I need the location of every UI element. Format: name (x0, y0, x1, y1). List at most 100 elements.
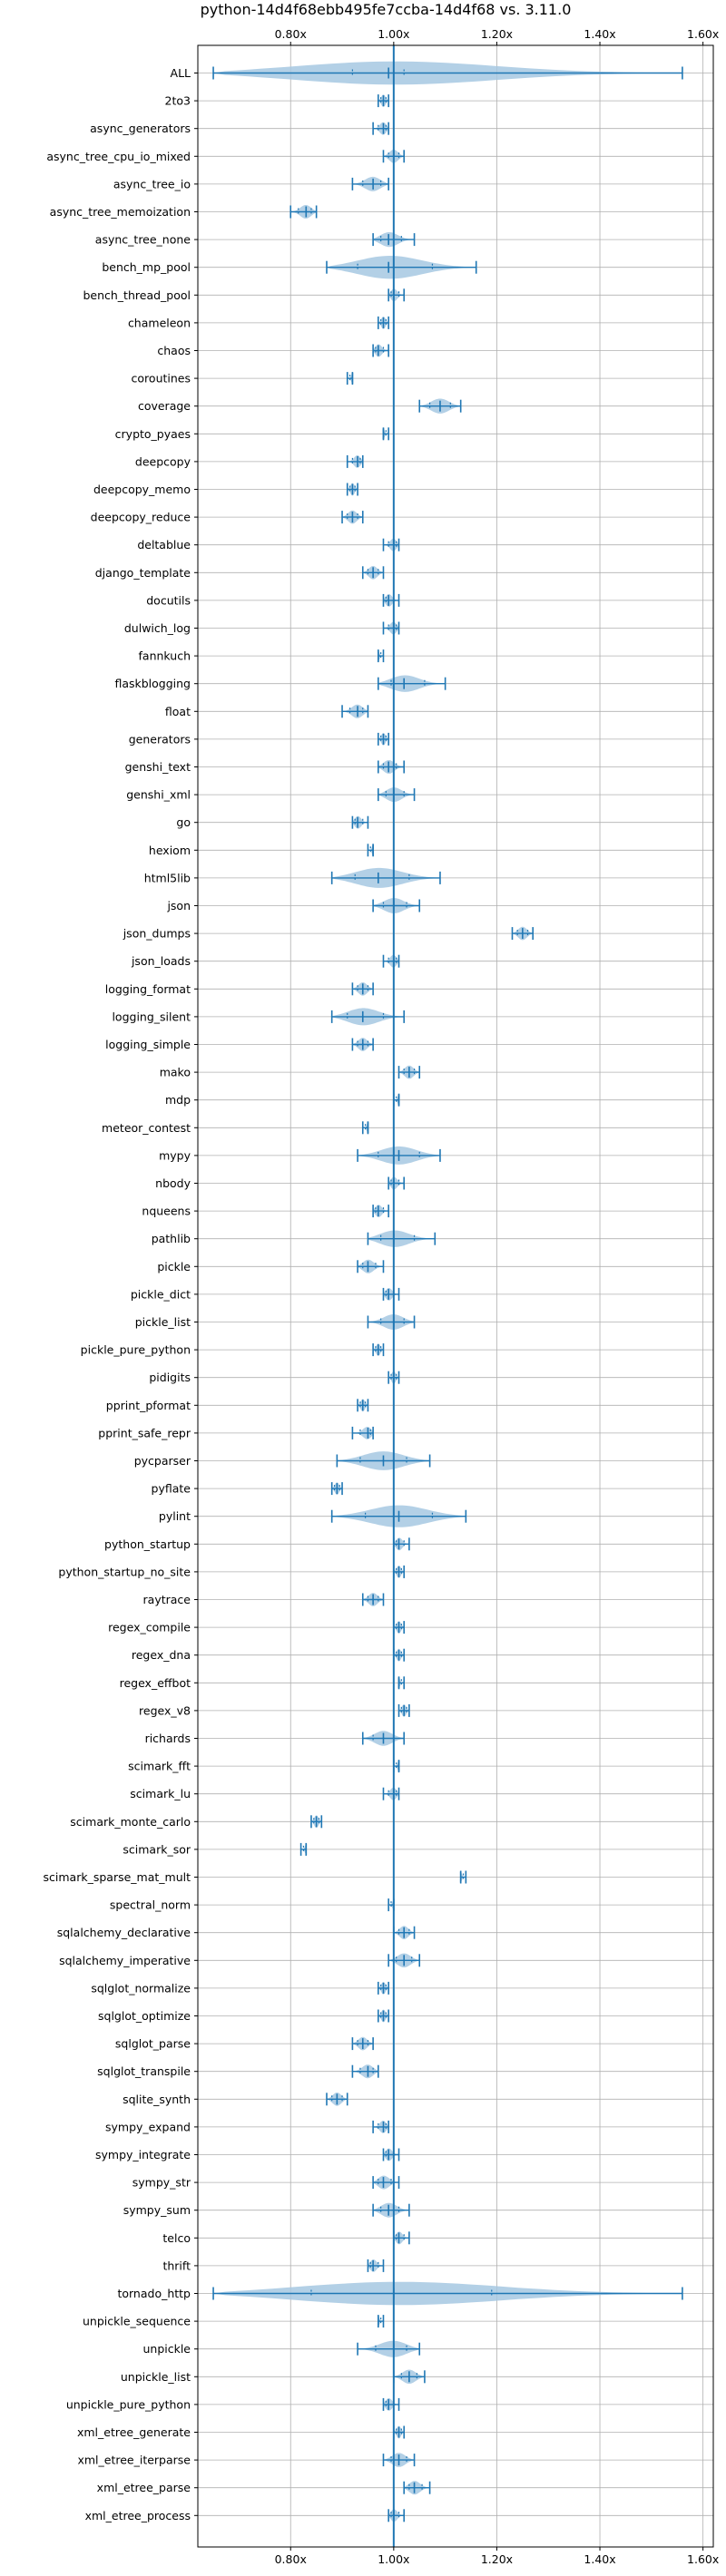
benchmark-label: sympy_expand (105, 2120, 191, 2133)
x-tick-label-bottom: 1.00x (378, 2552, 409, 2566)
chart-title: python-14d4f68ebb495fe7ccba-14d4f68 vs. … (201, 1, 572, 18)
benchmark-label: pprint_safe_repr (98, 1426, 191, 1439)
benchmark-label: genshi_xml (126, 788, 191, 802)
benchmark-label: go (176, 815, 191, 829)
benchmark-label: coverage (138, 399, 191, 413)
benchmark-label: bench_mp_pool (102, 260, 191, 274)
benchmark-label: bench_thread_pool (83, 288, 191, 302)
benchmark-label: thrift (162, 2259, 191, 2272)
benchmark-label: unpickle_list (121, 2370, 191, 2384)
plot-area-frame (197, 44, 714, 2548)
x-tick-label-bottom: 0.80x (275, 2552, 307, 2566)
benchmark-label: scimark_sor (123, 1842, 191, 1856)
benchmark-label: pickle (157, 1260, 191, 1273)
benchmark-label: hexiom (149, 844, 191, 857)
benchmark-label: unpickle_sequence (83, 2315, 191, 2328)
benchmark-label: docutils (146, 593, 191, 607)
benchmark-label: pprint_pformat (106, 1399, 191, 1412)
benchmark-label: 2to3 (165, 94, 191, 108)
benchmark-label: deltablue (137, 538, 191, 551)
benchmark-label: deepcopy_reduce (91, 511, 191, 524)
benchmark-label: nbody (155, 1176, 191, 1190)
benchmark-label: fannkuch (139, 649, 191, 663)
x-tick-label-bottom: 1.60x (687, 2552, 719, 2566)
x-tick-label-top: 1.40x (584, 27, 615, 41)
benchmark-label: regex_v8 (139, 1703, 191, 1717)
benchmark-label: genshi_text (125, 760, 191, 774)
benchmark-label: chaos (157, 344, 191, 357)
benchmark-label: json_loads (131, 954, 191, 968)
benchmark-label: mdp (165, 1093, 191, 1107)
benchmark-label: dulwich_log (124, 621, 191, 635)
benchmark-label: logging_format (105, 982, 191, 996)
x-tick-label-top: 1.00x (378, 27, 409, 41)
benchmark-label: spectral_norm (110, 1898, 191, 1912)
benchmark-label: deepcopy (135, 454, 191, 468)
benchmark-label: meteor_contest (102, 1121, 191, 1135)
category-label-layer: ALL 2to3 async_generators async_tree_cpu_io… (44, 66, 198, 2522)
benchmark-label: logging_silent (112, 1010, 191, 1023)
grid-layer (198, 45, 713, 2547)
benchmark-label: sqlalchemy_declarative (57, 1926, 191, 1939)
benchmark-label: scimark_fft (128, 1760, 191, 1773)
benchmark-label: scimark_lu (130, 1787, 191, 1800)
benchmark-label: sqlglot_optimize (98, 2009, 191, 2023)
benchmark-label: async_tree_memoization (50, 205, 191, 219)
benchmark-label: sqlglot_normalize (91, 1981, 191, 1995)
benchmark-label: ALL (171, 66, 191, 80)
benchmark-label: pyflate (152, 1482, 191, 1496)
benchmark-label: sqlglot_transpile (97, 2064, 191, 2078)
benchmark-label: chameleon (128, 316, 191, 329)
benchmark-label: flaskblogging (114, 677, 191, 690)
benchmark-label: xml_etree_process (85, 2509, 191, 2522)
benchmark-label: xml_etree_iterparse (77, 2454, 191, 2467)
benchmark-label: regex_compile (108, 1621, 191, 1634)
x-tick-label-top: 1.20x (481, 27, 513, 41)
benchmark-label: sqlalchemy_imperative (59, 1954, 191, 1967)
benchmark-label: python_startup_no_site (58, 1565, 191, 1578)
benchmark-label: regex_dna (132, 1648, 191, 1662)
benchmark-label: xml_etree_parse (97, 2481, 191, 2494)
benchmark-label: unpickle (142, 2342, 191, 2356)
x-tick-label-bottom: 1.20x (481, 2552, 513, 2566)
benchmark-label: mako (160, 1066, 191, 1079)
benchmark-label: sqlite_synth (123, 2093, 191, 2106)
benchmark-label: telco (162, 2231, 191, 2245)
benchmark-label: pylint (159, 1509, 191, 1523)
benchmark-label: scimark_monte_carlo (70, 1815, 191, 1829)
x-tick-label-top: 0.80x (275, 27, 307, 41)
benchmark-label: nqueens (142, 1205, 191, 1218)
benchmark-label: richards (145, 1732, 191, 1745)
benchmark-label: async_tree_cpu_io_mixed (46, 150, 191, 163)
benchmark-label: pickle_pure_python (81, 1343, 191, 1357)
benchmark-label: generators (129, 732, 191, 746)
benchmark-label: deepcopy_memo (93, 483, 191, 496)
benchmark-label: regex_effbot (120, 1676, 191, 1690)
benchmark-label: float (165, 705, 191, 718)
benchmark-label: sympy_sum (123, 2203, 191, 2217)
benchmark-label: async_tree_none (95, 233, 191, 247)
benchmark-label: scimark_sparse_mat_mult (44, 1870, 191, 1884)
x-tick-label-bottom: 1.40x (584, 2552, 615, 2566)
benchmark-label: json (166, 899, 191, 912)
violin-layer (212, 61, 683, 2522)
benchmark-label: html5lib (144, 871, 191, 884)
benchmark-label: django_template (95, 566, 191, 580)
benchmark-label: json_dumps (123, 927, 191, 941)
benchmark-label: async_generators (90, 122, 191, 135)
benchmark-label: pickle_list (135, 1315, 191, 1329)
benchmark-label: mypy (159, 1148, 191, 1162)
benchmark-label: sqlglot_parse (115, 2037, 191, 2051)
x-tick-label-top: 1.60x (687, 27, 719, 41)
benchmark-label: sympy_integrate (95, 2148, 191, 2161)
x-axis-tick-layer: 0.80x 0.80x 1.00x 1.00x 1.20x 1.20x 1.40x 1.40x… (275, 27, 720, 2566)
benchmark-label: unpickle_pure_python (66, 2397, 191, 2411)
benchmark-label: sympy_str (132, 2176, 191, 2190)
benchmark-label: xml_etree_generate (77, 2425, 191, 2439)
benchmark-label: crypto_pyaes (115, 427, 191, 441)
benchmark-label: python_startup (104, 1537, 191, 1551)
benchmark-label: async_tree_io (113, 177, 191, 190)
benchmark-label: logging_simple (105, 1038, 191, 1051)
benchmark-label: pycparser (134, 1454, 191, 1468)
